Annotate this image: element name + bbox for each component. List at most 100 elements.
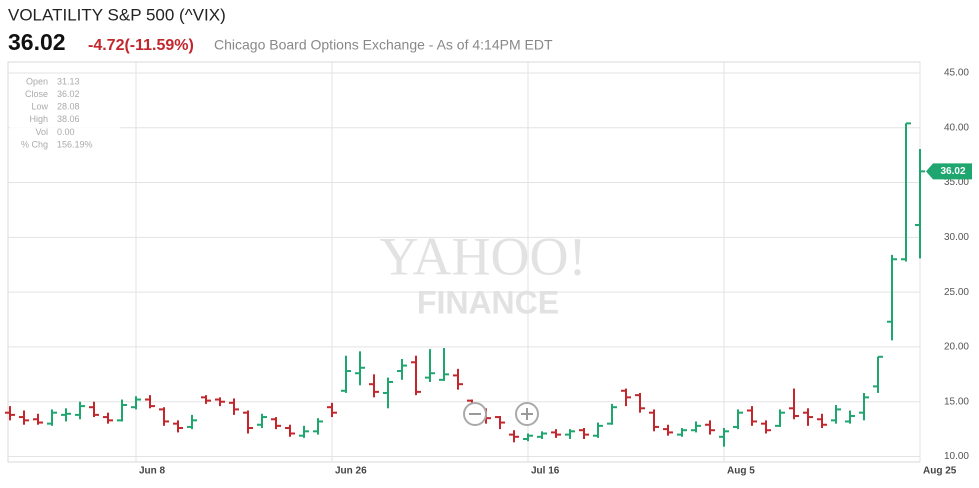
ohlc-bar <box>733 409 743 430</box>
change: -4.72(-11.59%) <box>88 37 194 54</box>
y-tick-label: 25.00 <box>944 287 969 298</box>
y-tick-label: 15.00 <box>944 396 969 407</box>
ohlc-bar <box>271 417 281 430</box>
ohlc-bar <box>201 395 211 404</box>
price: 36.02 <box>8 29 66 55</box>
title: VOLATILITY S&P 500 (^VIX) <box>8 5 226 24</box>
ohlc-bar <box>19 410 29 425</box>
info-label: Low <box>31 102 48 112</box>
ohlc-bar <box>47 409 57 426</box>
ohlc-bar <box>551 429 561 438</box>
ohlc-bar <box>61 408 71 422</box>
ohlc-bar <box>173 420 183 433</box>
ohlc-bar <box>313 418 323 435</box>
ohlc-bar <box>537 431 547 439</box>
info-label: Close <box>25 89 48 99</box>
ohlc-bar <box>299 425 309 438</box>
ohlc-bar <box>747 406 757 426</box>
ohlc-bar <box>887 254 897 341</box>
info-value: 31.13 <box>57 76 80 86</box>
ohlc-bar <box>761 420 771 434</box>
ohlc-bar <box>341 355 351 393</box>
ohlc-bar <box>775 409 785 427</box>
ohlc-bar <box>859 392 869 421</box>
ohlc-bar <box>229 398 239 415</box>
ohlc-bar <box>635 392 645 413</box>
ohlc-bar <box>565 429 575 439</box>
ohlc-bar <box>509 430 519 443</box>
ohlc-bar <box>145 395 155 409</box>
ohlc-bar <box>663 424 673 436</box>
ohlc-bar <box>243 410 253 434</box>
ohlc-bar <box>593 422 603 438</box>
ohlc-bar <box>159 407 169 426</box>
info-label: Vol <box>35 127 48 137</box>
y-tick-label: 45.00 <box>944 68 969 79</box>
ohlc-bar <box>33 413 43 425</box>
watermark: FINANCE <box>417 284 559 320</box>
info-value: 0.00 <box>57 127 75 137</box>
x-tick-label: Jun 26 <box>335 466 367 477</box>
ohlc-bar <box>873 355 883 393</box>
ohlc-bar <box>579 428 589 439</box>
ohlc-bar <box>453 368 463 390</box>
ohlc-bar <box>103 412 113 424</box>
ohlc-bar <box>369 374 379 398</box>
y-tick-label: 10.00 <box>944 451 969 462</box>
ohlc-bar <box>425 349 435 382</box>
ohlc-bar <box>495 415 505 430</box>
x-tick-label: Aug 25 <box>923 466 957 477</box>
ohlc-bar <box>117 399 127 422</box>
ohlc-bar <box>439 348 449 381</box>
ohlc-bar <box>705 420 715 435</box>
info-value: 28.08 <box>57 102 80 112</box>
zoom-in[interactable] <box>515 402 539 426</box>
info-label: Open <box>26 76 48 86</box>
ohlc-bar <box>803 408 813 426</box>
ohlc-bar <box>411 355 421 396</box>
y-tick-label: 30.00 <box>944 232 969 243</box>
ohlc-bar <box>719 428 729 447</box>
ohlc-bar <box>523 433 533 442</box>
watermark: YAHOO! <box>380 226 587 286</box>
ohlc-bar <box>915 149 925 259</box>
x-tick-label: Jun 8 <box>139 466 166 477</box>
info-value: 36.02 <box>57 89 80 99</box>
ohlc-bar <box>187 414 197 430</box>
ohlc-bar <box>75 401 85 420</box>
ohlc-bar <box>257 413 267 429</box>
y-tick-label: 20.00 <box>944 342 969 353</box>
ohlc-bar <box>831 405 841 424</box>
ohlc-bar <box>285 424 295 437</box>
ohlc-bar <box>845 410 855 424</box>
ohlc-bar <box>327 402 337 418</box>
ohlc-bar <box>5 406 15 421</box>
info-box <box>10 74 120 154</box>
y-tick-label: 35.00 <box>944 177 969 188</box>
ohlc-bar <box>89 401 99 418</box>
price-tag <box>926 163 972 180</box>
info-value: 38.06 <box>57 114 80 124</box>
exchange: Chicago Board Options Exchange - As of 4… <box>214 37 553 53</box>
ohlc-bar <box>621 388 631 407</box>
ohlc-bar <box>397 358 407 380</box>
ohlc-bar <box>215 397 225 407</box>
ohlc-bar <box>691 421 701 433</box>
y-tick-label: 40.00 <box>944 122 969 133</box>
x-tick-label: Jul 16 <box>531 466 560 477</box>
info-label: High <box>29 114 48 124</box>
x-tick-label: Aug 5 <box>727 466 755 477</box>
info-label: % Chg <box>21 139 48 149</box>
info-value: 156.19% <box>57 139 93 149</box>
ohlc-bar <box>607 403 617 425</box>
ohlc-bar <box>789 388 799 420</box>
price-tag-label: 36.02 <box>940 166 965 177</box>
zoom-out[interactable] <box>463 402 487 426</box>
ohlc-bar <box>131 396 141 410</box>
ohlc-bar <box>901 122 911 262</box>
ohlc-bar <box>383 377 393 409</box>
ohlc-bar <box>817 413 827 429</box>
ohlc-bar <box>355 351 365 386</box>
